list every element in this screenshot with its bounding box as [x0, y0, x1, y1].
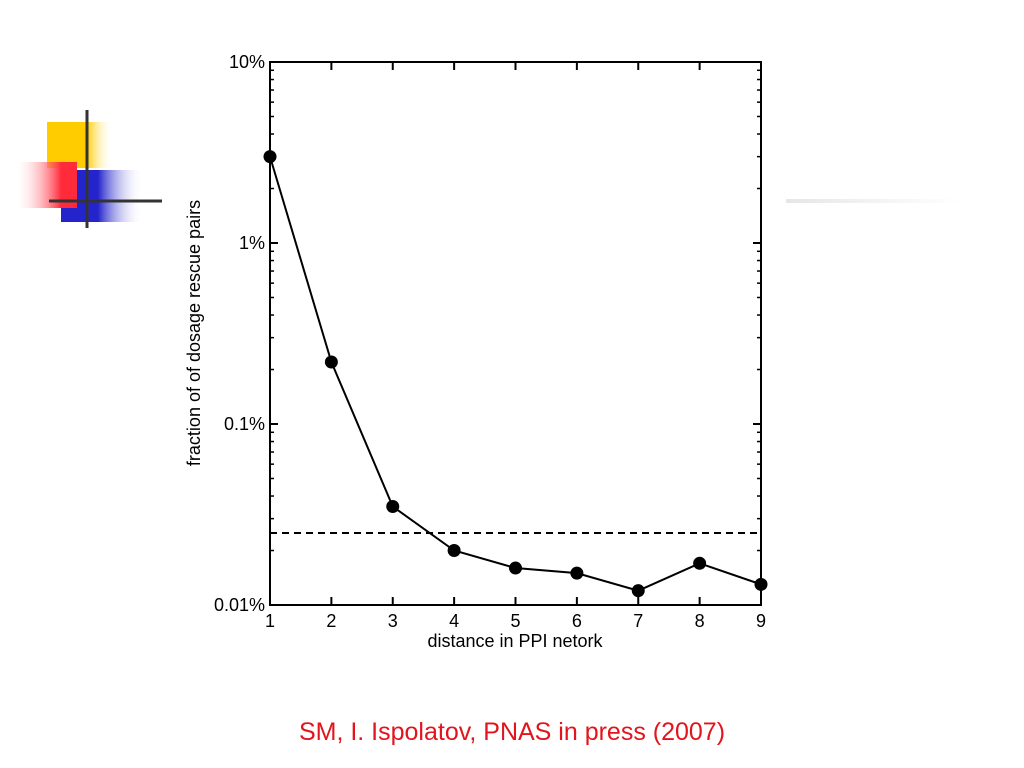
- x-tick-label: 8: [695, 611, 705, 631]
- data-point: [693, 556, 707, 570]
- x-axis-label: distance in PPI netork: [427, 631, 603, 651]
- y-axis-label: fraction of of dosage rescue pairs: [184, 200, 204, 466]
- x-tick-label: 9: [756, 611, 766, 631]
- y-tick-label: 1%: [239, 233, 265, 253]
- data-point: [570, 566, 584, 580]
- y-tick-label: 0.01%: [214, 595, 265, 615]
- citation-text: SM, I. Ispolatov, PNAS in press (2007): [298, 718, 726, 746]
- data-point: [447, 544, 461, 558]
- series-line: [269, 156, 762, 592]
- chart: 1 2 3 4 5 6 7 8 9 0.01% 0.1% 1% 10% distance in PPI…: [184, 52, 768, 651]
- y-tick-labels: 0.01% 0.1% 1% 10%: [214, 52, 265, 615]
- x-tick-label: 1: [265, 611, 275, 631]
- x-tick-label: 6: [572, 611, 582, 631]
- x-tick-labels: 1 2 3 4 5 6 7 8 9: [265, 611, 766, 631]
- logo-mark: [14, 110, 162, 228]
- x-tick-label: 2: [326, 611, 336, 631]
- decorative-divider: [786, 199, 961, 203]
- x-tick-label: 7: [633, 611, 643, 631]
- series-group: [263, 150, 768, 598]
- logo-yellow-block: [47, 122, 113, 168]
- y-tick-label: 0.1%: [224, 414, 265, 434]
- x-tick-label: 4: [449, 611, 459, 631]
- data-point: [631, 584, 645, 598]
- plot-frame: [269, 61, 762, 606]
- data-point: [509, 561, 522, 575]
- y-minor-ticks: [270, 69, 761, 552]
- data-point: [386, 500, 400, 514]
- y-tick-label: 10%: [229, 52, 265, 72]
- major-ticks: [269, 61, 762, 606]
- data-point: [324, 355, 338, 369]
- x-tick-label: 5: [510, 611, 520, 631]
- x-tick-label: 3: [388, 611, 398, 631]
